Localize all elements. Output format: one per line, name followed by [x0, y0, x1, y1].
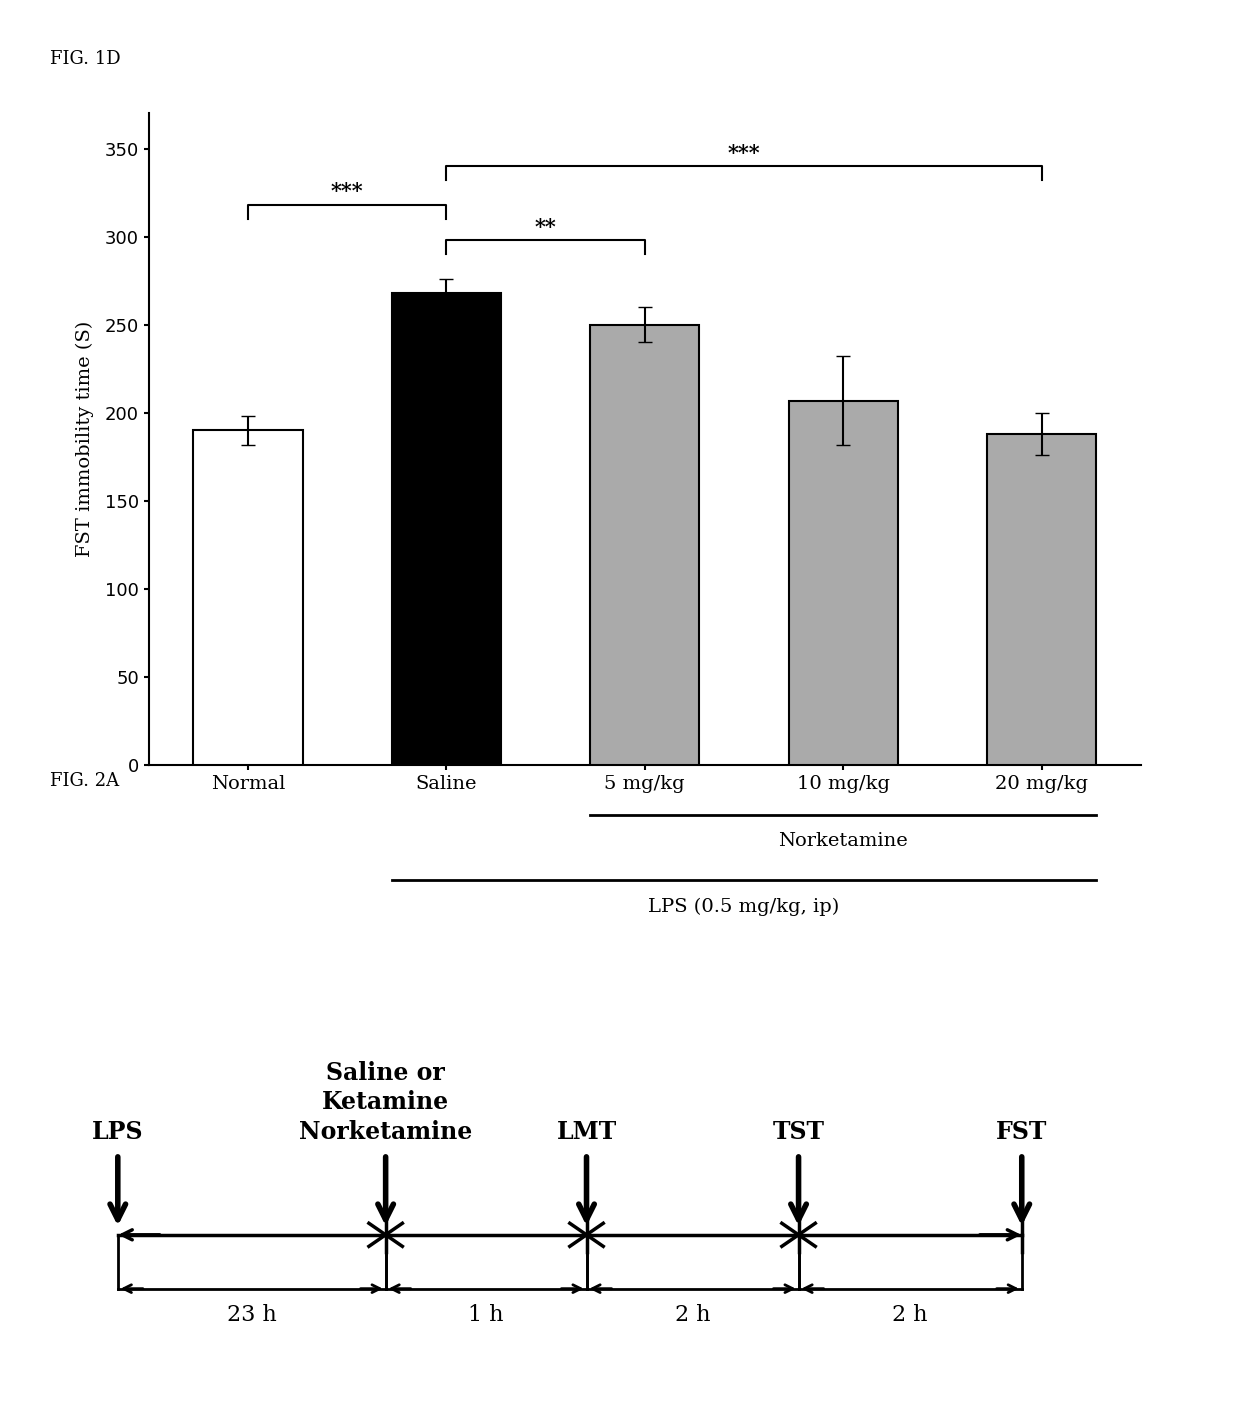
Text: FIG. 2A: FIG. 2A [50, 772, 119, 791]
Bar [789, 401, 898, 765]
Bar [193, 431, 303, 765]
Text: ***: *** [331, 181, 363, 201]
Text: 23 h: 23 h [227, 1304, 277, 1326]
Text: 1 h: 1 h [469, 1304, 503, 1326]
Bar [987, 434, 1096, 765]
Text: LMT: LMT [557, 1119, 616, 1144]
Text: ***: *** [728, 143, 760, 163]
Text: FIG. 1D: FIG. 1D [50, 50, 120, 68]
Text: 2 h: 2 h [675, 1304, 711, 1326]
Text: LPS: LPS [92, 1119, 144, 1144]
Text: Norketamine: Norketamine [779, 832, 908, 850]
Text: LPS (0.5 mg/kg, ip): LPS (0.5 mg/kg, ip) [649, 897, 839, 915]
Bar [392, 293, 501, 765]
Text: Saline or
Ketamine
Norketamine: Saline or Ketamine Norketamine [299, 1061, 472, 1144]
Bar [590, 324, 699, 765]
Text: FST: FST [996, 1119, 1048, 1144]
Text: TST: TST [773, 1119, 825, 1144]
Text: 2 h: 2 h [893, 1304, 928, 1326]
Y-axis label: FST immobility time (S): FST immobility time (S) [76, 322, 94, 557]
Text: **: ** [534, 217, 557, 237]
